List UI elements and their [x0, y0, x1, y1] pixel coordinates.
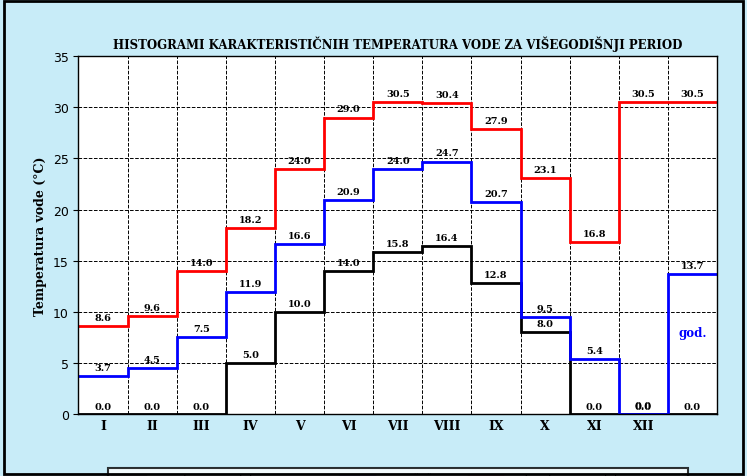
Text: 5.4: 5.4 [586, 346, 603, 355]
Text: 29.0: 29.0 [337, 105, 361, 114]
Text: 15.8: 15.8 [386, 240, 409, 249]
Y-axis label: Temperatura vode (°C): Temperatura vode (°C) [34, 156, 47, 315]
Text: 5.0: 5.0 [242, 350, 259, 359]
Text: 0.0: 0.0 [193, 402, 210, 411]
Text: 7.5: 7.5 [193, 325, 210, 334]
Text: 11.9: 11.9 [239, 280, 262, 288]
Text: 30.5: 30.5 [681, 90, 704, 99]
Text: 16.8: 16.8 [583, 230, 606, 238]
Text: 23.1: 23.1 [533, 166, 557, 174]
Text: 8.6: 8.6 [95, 313, 111, 322]
Text: 14.0: 14.0 [337, 258, 361, 267]
Text: 4.5: 4.5 [143, 355, 161, 364]
Text: 18.2: 18.2 [238, 216, 262, 224]
Text: 24.0: 24.0 [288, 156, 311, 165]
Text: 3.7: 3.7 [95, 363, 111, 372]
Text: 8.0: 8.0 [536, 319, 554, 328]
Text: 0.0: 0.0 [143, 402, 161, 411]
Text: 24.0: 24.0 [386, 156, 409, 165]
Text: 0.0: 0.0 [635, 401, 652, 410]
Title: HISTOGRAMI KARAKTERISTIČNIH TEMPERATURA VODE ZA VIŠEGODIŠNJI PERIOD: HISTOGRAMI KARAKTERISTIČNIH TEMPERATURA … [113, 36, 683, 52]
Text: 0.0: 0.0 [94, 402, 111, 411]
Text: 30.4: 30.4 [435, 91, 459, 100]
Text: 0.0: 0.0 [684, 402, 701, 411]
Text: 16.6: 16.6 [288, 232, 311, 241]
Text: 0.0: 0.0 [586, 402, 603, 411]
Text: 20.9: 20.9 [337, 188, 361, 197]
Text: 24.7: 24.7 [435, 149, 459, 158]
Text: 27.9: 27.9 [484, 117, 508, 126]
Text: 14.0: 14.0 [190, 258, 213, 267]
Legend: min. dnevna u datom mesecu, sr. mešečna, maks. dnevna u datom mesecu: min. dnevna u datom mesecu, sr. mešečna,… [108, 468, 688, 476]
Text: 9.5: 9.5 [537, 304, 554, 313]
Text: 20.7: 20.7 [484, 190, 508, 199]
Text: 12.8: 12.8 [484, 270, 508, 279]
Text: 30.5: 30.5 [631, 90, 655, 99]
Text: god.: god. [678, 326, 707, 339]
Text: 30.5: 30.5 [386, 90, 409, 99]
Text: 0.0: 0.0 [635, 402, 652, 411]
Text: 10.0: 10.0 [288, 299, 311, 308]
Text: 16.4: 16.4 [436, 234, 459, 243]
Text: 13.7: 13.7 [681, 261, 704, 270]
Text: 9.6: 9.6 [143, 303, 161, 312]
